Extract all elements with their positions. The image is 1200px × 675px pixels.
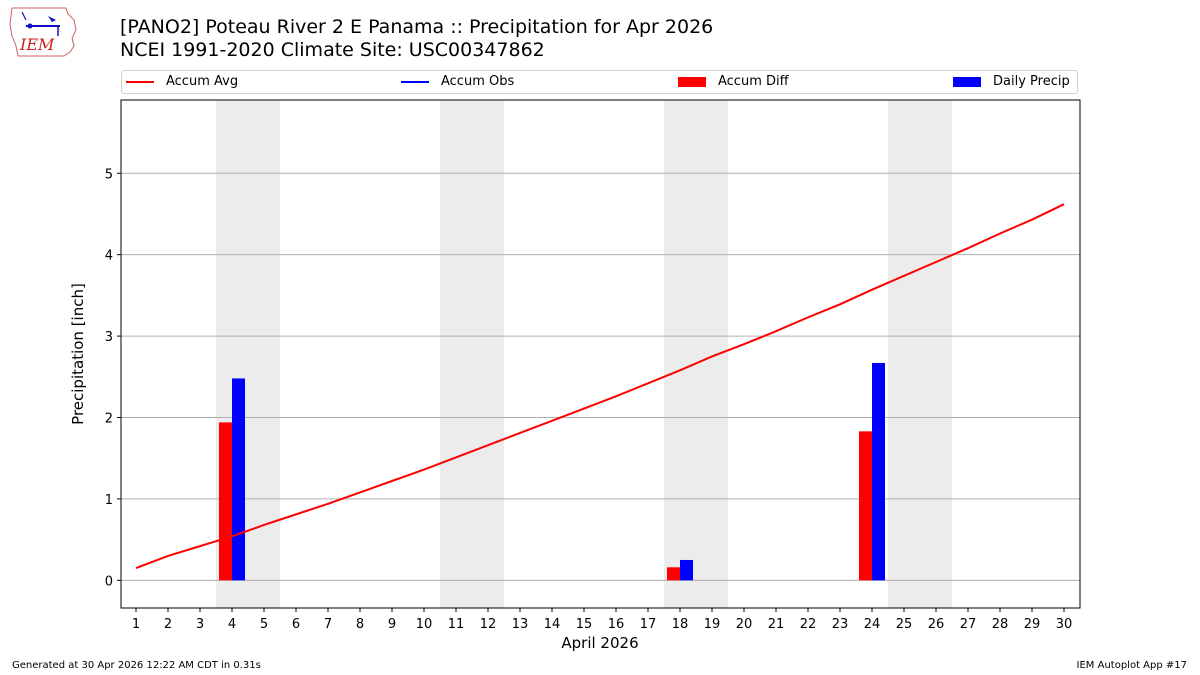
title-line-1: [PANO2] Poteau River 2 E Panama :: Preci… bbox=[120, 16, 714, 38]
x-tick-label: 30 bbox=[1056, 617, 1073, 632]
bar-daily-precip bbox=[680, 559, 693, 581]
x-tick-label: 25 bbox=[896, 617, 913, 632]
x-tick-label: 23 bbox=[832, 617, 849, 632]
chart-title: [PANO2] Poteau River 2 E Panama :: Preci… bbox=[120, 16, 713, 62]
x-tick-label: 8 bbox=[356, 617, 364, 632]
x-tick-label: 26 bbox=[928, 617, 945, 632]
x-tick-label: 14 bbox=[544, 617, 561, 632]
bar-accum-diff bbox=[219, 422, 232, 581]
x-tick-label: 9 bbox=[388, 617, 396, 632]
bar-accum-diff bbox=[667, 567, 680, 581]
bar-daily-precip bbox=[232, 378, 245, 581]
x-tick-label: 7 bbox=[324, 617, 332, 632]
y-tick-label: 3 bbox=[105, 330, 113, 345]
x-tick-label: 20 bbox=[736, 617, 753, 632]
x-tick-label: 11 bbox=[448, 617, 465, 632]
x-tick-label: 6 bbox=[292, 617, 300, 632]
x-tick-label: 28 bbox=[992, 617, 1009, 632]
bar-daily-precip bbox=[872, 362, 885, 581]
y-tick-label: 0 bbox=[105, 574, 113, 589]
x-tick-label: 12 bbox=[480, 617, 497, 632]
app-id: IEM Autoplot App #17 bbox=[1076, 660, 1187, 671]
x-tick-label: 10 bbox=[416, 617, 433, 632]
x-tick-label: 3 bbox=[196, 617, 204, 632]
x-axis-label: April 2026 bbox=[561, 634, 639, 652]
x-tick-label: 27 bbox=[960, 617, 977, 632]
x-tick-label: 16 bbox=[608, 617, 625, 632]
y-axis-label: Precipitation [inch] bbox=[69, 283, 87, 425]
svg-text:IEM: IEM bbox=[19, 35, 55, 54]
iem-logo: IEM bbox=[8, 6, 80, 58]
x-tick-label: 22 bbox=[800, 617, 817, 632]
x-tick-label: 2 bbox=[164, 617, 172, 632]
legend-item-daily-precip: Daily Precip bbox=[953, 74, 1070, 89]
x-tick-label: 18 bbox=[672, 617, 689, 632]
weekend-band bbox=[440, 100, 504, 608]
x-tick-label: 15 bbox=[576, 617, 593, 632]
line-accum-avg bbox=[135, 203, 1065, 570]
y-tick-label: 4 bbox=[105, 249, 113, 264]
x-tick-label: 29 bbox=[1024, 617, 1041, 632]
x-tick-label: 17 bbox=[640, 617, 657, 632]
weekend-band bbox=[888, 100, 952, 608]
y-tick-label: 5 bbox=[105, 167, 113, 182]
x-tick-label: 21 bbox=[768, 617, 785, 632]
legend-item-accum-diff: Accum Diff bbox=[678, 74, 789, 89]
x-tick-label: 4 bbox=[228, 617, 236, 632]
y-tick-label: 2 bbox=[105, 412, 113, 427]
generated-timestamp: Generated at 30 Apr 2026 12:22 AM CDT in… bbox=[12, 660, 261, 671]
patch-swatch-icon bbox=[953, 76, 981, 87]
legend-item-accum-avg: Accum Avg bbox=[126, 74, 238, 89]
line-swatch-icon bbox=[401, 80, 429, 83]
x-tick-label: 5 bbox=[260, 617, 268, 632]
patch-swatch-icon bbox=[678, 76, 706, 87]
x-tick-label: 1 bbox=[132, 617, 140, 632]
plot-frame bbox=[120, 99, 1081, 609]
x-tick-label: 13 bbox=[512, 617, 529, 632]
bar-accum-diff bbox=[859, 431, 872, 581]
line-swatch-icon bbox=[126, 80, 154, 83]
legend: Accum Avg Accum Obs Accum Diff Daily Pre… bbox=[121, 70, 1078, 94]
y-tick-label: 1 bbox=[105, 493, 113, 508]
legend-item-accum-obs: Accum Obs bbox=[401, 74, 514, 89]
title-line-2: NCEI 1991-2020 Climate Site: USC00347862 bbox=[120, 39, 545, 61]
x-tick-label: 19 bbox=[704, 617, 721, 632]
x-tick-label: 24 bbox=[864, 617, 881, 632]
